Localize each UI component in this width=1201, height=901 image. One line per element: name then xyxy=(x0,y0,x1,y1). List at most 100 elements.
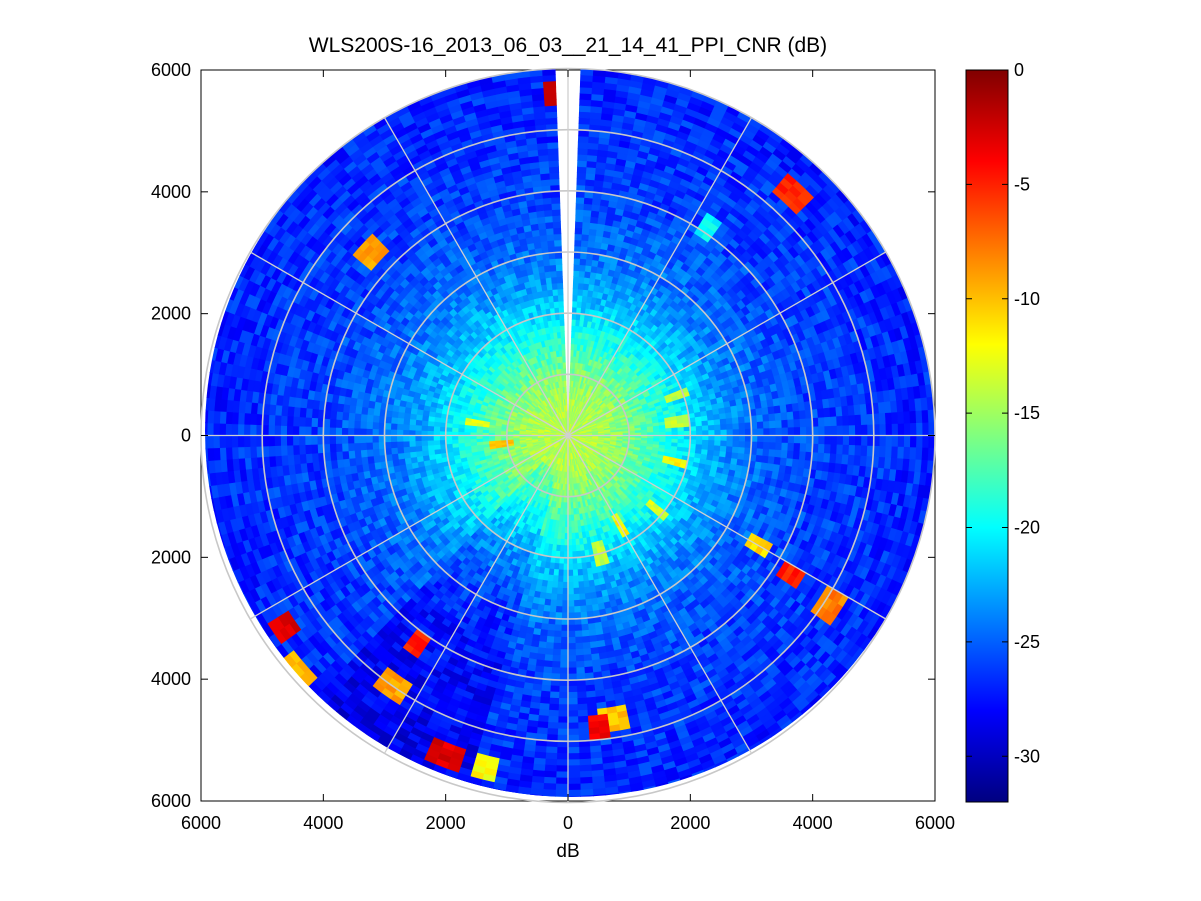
cnr-cell xyxy=(550,270,558,278)
cnr-cell xyxy=(665,427,673,433)
cnr-cell xyxy=(409,451,417,458)
cnr-cell xyxy=(451,442,459,448)
cnr-cell xyxy=(564,386,567,394)
cnr-cell xyxy=(547,289,554,297)
cnr-cell xyxy=(578,593,586,601)
cnr-cell xyxy=(567,587,574,595)
cnr-cell xyxy=(584,592,592,601)
cnr-cell xyxy=(560,337,566,345)
cnr-cell xyxy=(578,587,585,595)
cnr-cell xyxy=(415,450,423,458)
cnr-cell xyxy=(701,420,709,427)
cnr-cell xyxy=(544,270,552,279)
cnr-cell xyxy=(548,295,555,303)
cnr-cell xyxy=(702,435,710,441)
cnr-cell xyxy=(433,430,440,436)
cnr-cell xyxy=(701,425,709,432)
cnr-cell xyxy=(732,435,740,442)
cnr-cell xyxy=(408,435,416,442)
cnr-cell xyxy=(402,440,410,448)
cnr-cell xyxy=(565,410,568,418)
cnr-cell xyxy=(577,581,585,589)
cnr-cell xyxy=(677,423,685,429)
cnr-cell xyxy=(561,343,566,351)
cnr-cell xyxy=(545,276,553,285)
cnr-cell xyxy=(562,581,569,589)
cnr-cell xyxy=(713,419,721,426)
cnr-cell xyxy=(714,440,722,447)
cnr-cell xyxy=(556,282,564,290)
cnr-cell xyxy=(726,435,734,442)
cnr-cell xyxy=(562,575,569,583)
cnr-cell xyxy=(696,435,703,441)
cnr-cell xyxy=(581,568,588,576)
cnr-cell xyxy=(695,439,703,446)
cnr-cell xyxy=(414,440,422,447)
cnr-cell xyxy=(561,600,569,608)
cnr-cell xyxy=(570,520,575,528)
cnr-cell xyxy=(708,430,716,436)
cnr-cell xyxy=(707,444,715,452)
cnr-cell xyxy=(439,430,447,436)
cnr-cell xyxy=(409,445,417,453)
cnr-cell xyxy=(719,418,727,426)
cnr-cell xyxy=(409,418,417,426)
cnr-cell xyxy=(577,568,584,577)
cnr-cell xyxy=(402,435,410,442)
cnr-cell xyxy=(556,587,564,595)
cnr-cells xyxy=(205,68,936,797)
cnr-cell xyxy=(397,452,405,460)
cnr-cell xyxy=(731,411,739,419)
cnr-cell xyxy=(543,598,552,607)
cnr-cell xyxy=(556,581,564,589)
cnr-cell xyxy=(571,538,577,546)
cnr-cell xyxy=(427,449,436,456)
cnr-cell xyxy=(572,282,580,290)
cnr-cell xyxy=(708,435,716,441)
cnr-cell xyxy=(563,557,569,565)
cnr-cell xyxy=(433,425,441,432)
cnr-cell xyxy=(677,438,685,444)
cnr-cell xyxy=(578,276,585,284)
cnr-cell xyxy=(561,349,566,357)
chart-title: WLS200S-16_2013_06_03__21_14_41_PPI_CNR … xyxy=(309,34,827,57)
cnr-cell xyxy=(719,445,727,453)
cnr-cell xyxy=(695,421,703,427)
cnr-cell xyxy=(720,440,728,447)
cnr-cell xyxy=(433,444,441,450)
cnr-cell xyxy=(562,569,569,577)
cnr-cell xyxy=(552,575,559,583)
cnr-cell xyxy=(563,374,567,381)
cnr-cell xyxy=(562,563,569,571)
cnr-cell xyxy=(570,514,575,522)
cnr-cell xyxy=(557,294,564,302)
cnr-cell xyxy=(463,438,471,444)
cnr-cell xyxy=(572,587,580,595)
cnr-cell xyxy=(646,429,654,434)
cnr-cell xyxy=(420,440,429,447)
cnr-cell xyxy=(552,288,559,296)
cnr-cell xyxy=(559,544,565,552)
cnr-cell xyxy=(713,413,721,421)
cnr-cell xyxy=(557,288,564,296)
cnr-cell xyxy=(707,440,716,447)
cnr-cell xyxy=(556,593,563,601)
cnr-cell xyxy=(732,429,740,436)
cnr-cell xyxy=(420,424,429,431)
cnr-cell xyxy=(582,574,589,582)
cnr-cell xyxy=(725,417,734,425)
cnr-cell xyxy=(714,429,722,436)
cnr-cell xyxy=(433,439,441,446)
cnr-cell xyxy=(396,417,405,425)
cnr-cell xyxy=(572,294,579,302)
cnr-cell xyxy=(439,435,447,441)
cnr-cell xyxy=(402,417,411,425)
cnr-cell xyxy=(572,563,578,571)
cnr-cell xyxy=(582,580,590,588)
cnr-cell xyxy=(731,417,740,425)
cnr-cell xyxy=(731,452,739,460)
cnr-cell xyxy=(567,600,575,608)
cnr-cell xyxy=(563,380,567,388)
cnr-cell xyxy=(403,451,411,459)
cnr-cell xyxy=(420,430,428,436)
